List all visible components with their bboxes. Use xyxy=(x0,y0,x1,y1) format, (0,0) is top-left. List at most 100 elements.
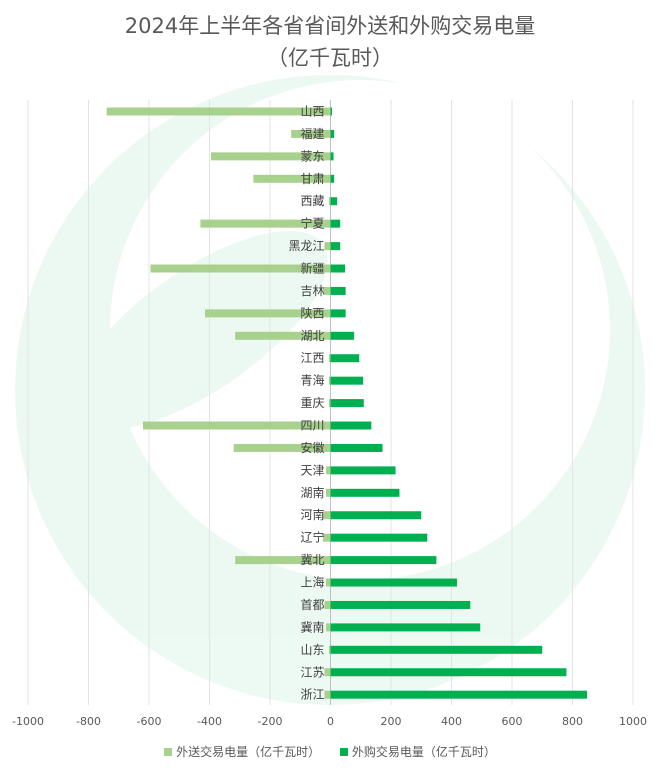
x-tick-label: 1000 xyxy=(619,715,647,728)
bar-inbound xyxy=(330,309,346,318)
legend: 外送交易电量（亿千瓦时） 外购交易电量（亿千瓦时） xyxy=(0,743,660,760)
bar-inbound xyxy=(330,331,355,340)
category-label: 江西 xyxy=(300,351,324,365)
bar-outbound xyxy=(200,219,331,228)
bar-inbound xyxy=(330,533,428,542)
bar-outbound xyxy=(328,645,331,654)
bar-outbound xyxy=(325,466,331,475)
bar-inbound xyxy=(330,578,457,587)
bar-outbound xyxy=(324,690,331,699)
x-tick-label: 400 xyxy=(441,715,462,728)
category-label: 湖南 xyxy=(300,485,324,500)
bar-inbound xyxy=(330,668,567,677)
legend-item-inbound: 外购交易电量（亿千瓦时） xyxy=(339,743,496,760)
bar-outbound xyxy=(150,264,331,273)
bar-inbound xyxy=(330,645,543,654)
category-label: 安徽 xyxy=(300,440,324,455)
x-tick-labels: -1000 -800 -600 -400 -200 0 200 400 600 800 1000 xyxy=(12,715,647,728)
x-tick-label: -400 xyxy=(197,715,222,728)
bar-inbound xyxy=(330,511,422,520)
category-label: 上海 xyxy=(300,575,324,590)
category-label: 辽宁 xyxy=(300,530,324,545)
category-label: 新疆 xyxy=(300,261,324,276)
bar-outbound xyxy=(324,242,331,251)
category-label: 宁夏 xyxy=(300,216,324,231)
bar-inbound xyxy=(330,600,471,609)
bar-inbound xyxy=(330,219,341,228)
bar-outbound xyxy=(235,331,331,340)
category-label: 天津 xyxy=(300,463,324,477)
bar-inbound xyxy=(330,174,335,183)
bar-outbound xyxy=(253,174,331,183)
bar-outbound xyxy=(325,488,331,497)
category-label: 冀北 xyxy=(300,553,324,567)
bar-inbound xyxy=(330,466,396,475)
x-tick-label: -800 xyxy=(76,715,101,728)
bar-outbound xyxy=(322,286,331,295)
bar-inbound xyxy=(330,107,333,116)
category-label: 四川 xyxy=(300,419,324,433)
bar-inbound xyxy=(330,286,346,295)
bar-inbound xyxy=(330,488,400,497)
x-tick-label: 200 xyxy=(381,715,402,728)
bar-inbound xyxy=(330,443,383,452)
category-labels: 山西福建蒙东甘肃西藏宁夏黑龙江新疆吉林陕西湖北江西青海重庆四川安徽天津湖南河南辽… xyxy=(288,105,324,702)
category-label: 河南 xyxy=(300,507,324,522)
category-label: 重庆 xyxy=(300,396,324,410)
category-label: 蒙东 xyxy=(300,149,324,163)
category-label: 黑龙江 xyxy=(288,239,324,253)
x-tick-label: -200 xyxy=(258,715,283,728)
legend-swatch-outbound xyxy=(164,747,173,756)
bar-outbound xyxy=(291,129,331,138)
bar-outbound xyxy=(235,556,331,565)
bar-outbound xyxy=(322,533,331,542)
x-tick-label: 600 xyxy=(502,715,523,728)
category-label: 福建 xyxy=(300,126,324,141)
legend-label-inbound: 外购交易电量（亿千瓦时） xyxy=(351,745,496,759)
x-tick-label: 0 xyxy=(327,715,334,728)
category-label: 吉林 xyxy=(300,284,324,298)
bar-inbound xyxy=(330,264,346,273)
bar-outbound xyxy=(233,443,331,452)
category-label: 山西 xyxy=(300,105,324,119)
bar-outbound xyxy=(142,421,331,430)
bar-inbound xyxy=(330,354,360,363)
bar-outbound xyxy=(328,354,331,363)
category-label: 浙江 xyxy=(300,688,324,702)
legend-label-outbound: 外送交易电量（亿千瓦时） xyxy=(176,745,321,759)
bar-outbound xyxy=(211,152,331,161)
category-label: 山东 xyxy=(300,643,324,657)
bar-outbound xyxy=(324,600,331,609)
legend-swatch-inbound xyxy=(339,747,348,756)
bars xyxy=(106,107,588,699)
bar-inbound xyxy=(330,556,437,565)
bar-outbound xyxy=(328,197,331,206)
x-tick-label: -1000 xyxy=(12,715,44,728)
bar-outbound xyxy=(106,107,331,116)
category-label: 湖北 xyxy=(300,328,324,343)
bar-inbound xyxy=(330,421,372,430)
chart-title-line1: 2024年上半年各省省间外送和外购交易电量 xyxy=(124,14,536,38)
bar-inbound xyxy=(330,623,481,632)
bar-inbound xyxy=(330,152,334,161)
category-label: 陕西 xyxy=(300,305,324,320)
x-tick-label: 800 xyxy=(562,715,583,728)
category-label: 西藏 xyxy=(300,194,324,208)
chart-title: 2024年上半年各省省间外送和外购交易电量 （亿千瓦时） xyxy=(0,10,660,74)
bar-inbound xyxy=(330,690,588,699)
bar-outbound xyxy=(328,376,331,385)
category-label: 江苏 xyxy=(300,665,324,679)
x-tick-label: -600 xyxy=(137,715,162,728)
bar-inbound xyxy=(330,129,335,138)
bar-inbound xyxy=(330,376,364,385)
category-label: 甘肃 xyxy=(300,172,324,186)
legend-item-outbound: 外送交易电量（亿千瓦时） xyxy=(164,743,320,760)
bar-outbound xyxy=(328,399,331,408)
category-label: 冀南 xyxy=(300,619,324,634)
bar-outbound xyxy=(322,511,331,520)
bar-outbound xyxy=(324,668,331,677)
bar-inbound xyxy=(330,242,341,251)
bar-outbound xyxy=(204,309,331,318)
bar-outbound xyxy=(325,623,331,632)
